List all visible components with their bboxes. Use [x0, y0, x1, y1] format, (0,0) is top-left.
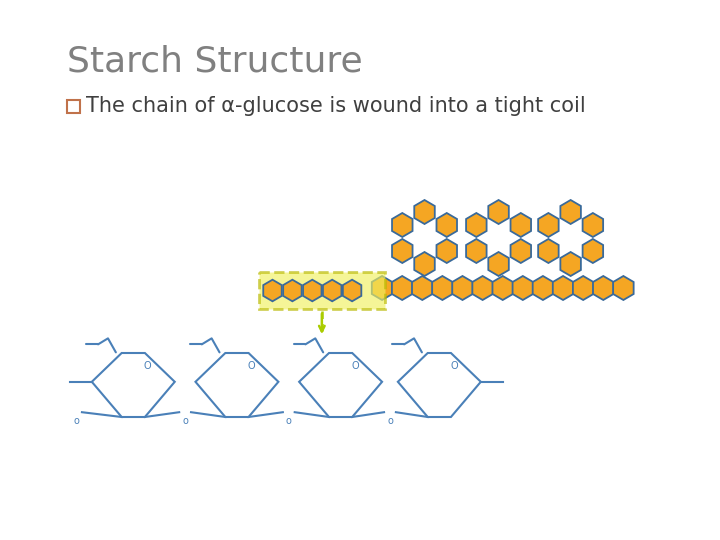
Text: o: o	[387, 416, 393, 426]
Polygon shape	[488, 200, 509, 224]
Polygon shape	[392, 276, 413, 300]
Polygon shape	[432, 276, 453, 300]
Polygon shape	[414, 200, 435, 224]
Polygon shape	[513, 276, 533, 300]
FancyBboxPatch shape	[258, 272, 385, 309]
Text: O: O	[450, 361, 458, 371]
Polygon shape	[582, 239, 603, 263]
Polygon shape	[343, 280, 361, 301]
Polygon shape	[392, 213, 413, 237]
Polygon shape	[560, 252, 581, 276]
Polygon shape	[613, 276, 634, 300]
Polygon shape	[452, 276, 473, 300]
Polygon shape	[533, 276, 553, 300]
Polygon shape	[573, 276, 593, 300]
Text: The chain of α-glucose is wound into a tight coil: The chain of α-glucose is wound into a t…	[86, 96, 585, 116]
Polygon shape	[436, 213, 457, 237]
Polygon shape	[510, 239, 531, 263]
Text: o: o	[182, 416, 188, 426]
Polygon shape	[560, 200, 581, 224]
Text: O: O	[144, 361, 152, 371]
Polygon shape	[582, 213, 603, 237]
Polygon shape	[492, 276, 513, 300]
Polygon shape	[593, 276, 613, 300]
Polygon shape	[436, 239, 457, 263]
Polygon shape	[538, 213, 559, 237]
Text: o: o	[286, 416, 292, 426]
Polygon shape	[466, 239, 487, 263]
Text: o: o	[73, 416, 79, 426]
Text: O: O	[351, 361, 359, 371]
Text: Starch Structure: Starch Structure	[67, 45, 363, 79]
Polygon shape	[472, 276, 493, 300]
Polygon shape	[283, 280, 302, 301]
Polygon shape	[466, 213, 487, 237]
Polygon shape	[538, 239, 559, 263]
Polygon shape	[372, 276, 392, 300]
Polygon shape	[392, 239, 413, 263]
Polygon shape	[488, 252, 509, 276]
Polygon shape	[264, 280, 282, 301]
Polygon shape	[553, 276, 573, 300]
Polygon shape	[412, 276, 433, 300]
Polygon shape	[414, 252, 435, 276]
Text: O: O	[248, 361, 256, 371]
Polygon shape	[323, 280, 341, 301]
Polygon shape	[303, 280, 322, 301]
Polygon shape	[510, 213, 531, 237]
